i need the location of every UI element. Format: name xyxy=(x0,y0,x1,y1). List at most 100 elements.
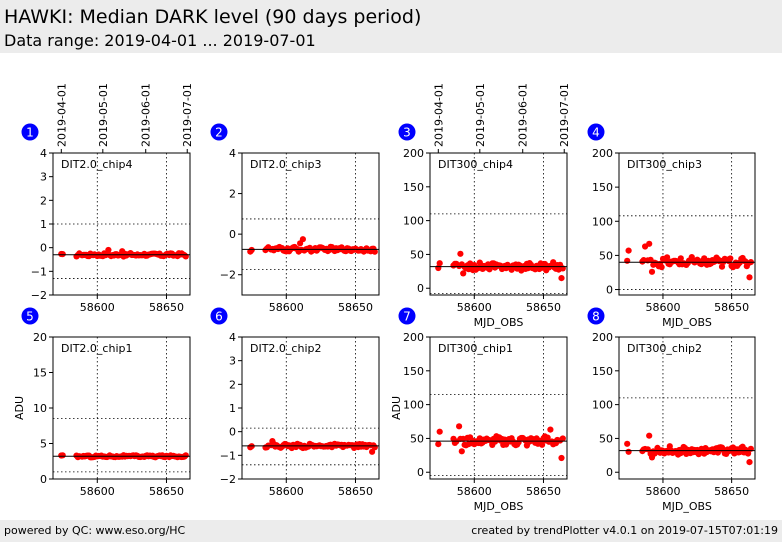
plot-frame xyxy=(429,336,568,480)
data-point xyxy=(435,441,442,448)
y-tick-label: 5 xyxy=(40,438,47,451)
y-tick-label: 150 xyxy=(403,181,424,194)
page-subtitle: Data range: 2019-04-01 ... 2019-07-01 xyxy=(4,31,316,50)
plot-frame xyxy=(618,336,756,480)
x-tick-label: 58650 xyxy=(338,485,373,498)
y-tick-label: 0 xyxy=(229,228,236,241)
data-point xyxy=(547,426,554,433)
date-tick-label: 2019-05-01 xyxy=(474,83,487,147)
y-tick-label: 200 xyxy=(403,331,424,344)
x-tick-label: 58650 xyxy=(526,301,561,314)
y-tick-label: 150 xyxy=(403,365,424,378)
y-tick-label: 100 xyxy=(592,215,613,228)
data-point xyxy=(718,263,726,270)
y-tick-label: −1 xyxy=(220,449,236,462)
y-tick-label: 50 xyxy=(599,249,613,262)
page-title: HAWKI: Median DARK level (90 days period… xyxy=(4,6,422,28)
y-tick-label: 20 xyxy=(33,331,47,344)
chart-panel-3: 0 50 100 150 200 58600 58650 2019-04-01 2019-05-… xyxy=(398,83,571,329)
x-tick-label: 58600 xyxy=(645,485,680,498)
y-tick-label: 100 xyxy=(403,215,424,228)
x-tick-label: 58600 xyxy=(457,301,492,314)
x-axis-title: MJD_OBS xyxy=(474,316,524,329)
panel-number-badge xyxy=(587,123,605,141)
data-point xyxy=(746,459,753,466)
y-tick-label: 0 xyxy=(606,284,613,297)
x-tick-label: 58650 xyxy=(149,301,184,314)
data-point xyxy=(658,264,665,271)
y-tick-label: 0 xyxy=(417,282,424,295)
data-point xyxy=(559,435,566,442)
data-point xyxy=(646,240,653,247)
x-tick-label: 58600 xyxy=(645,301,680,314)
y-tick-label: 4 xyxy=(229,147,236,160)
x-tick-label: 58600 xyxy=(80,485,115,498)
x-axis-title: MJD_OBS xyxy=(474,500,524,513)
y-tick-label: 50 xyxy=(410,432,424,445)
data-point xyxy=(371,444,378,451)
header-bar: HAWKI: Median DARK level (90 days period… xyxy=(0,0,782,53)
data-point xyxy=(371,248,378,255)
plot-frame xyxy=(429,152,568,296)
y-tick-label: 0 xyxy=(606,466,613,479)
y-tick-label: 100 xyxy=(592,399,613,412)
y-tick-label: 0 xyxy=(40,242,47,255)
data-point xyxy=(105,246,112,254)
data-point xyxy=(625,448,632,455)
y-tick-label: 0 xyxy=(40,473,47,486)
footer-created: created by trendPlotter v4.0.1 on 2019-0… xyxy=(471,524,778,537)
x-axis-title: MJD_OBS xyxy=(662,500,712,513)
data-point xyxy=(539,441,546,448)
date-tick-label: 2019-07-01 xyxy=(558,83,571,147)
panel-number-badge xyxy=(21,307,39,325)
y-tick-label: 4 xyxy=(229,331,236,344)
chart-panel-5: 0 5 10 15 20 58600 58650 DIT2.0_chip1 ADU 5 xyxy=(13,307,191,498)
chart-panel-1: −2 −1 0 1 2 3 4 58600 58650 2019-04-01 2019-05-01 2… xyxy=(21,83,194,314)
x-tick-label: 58600 xyxy=(269,485,304,498)
panel-label: DIT300_chip1 xyxy=(438,342,513,355)
data-point xyxy=(745,450,752,457)
panel-number-badge xyxy=(210,307,228,325)
panel-number: 4 xyxy=(592,126,600,140)
date-tick-label: 2019-04-01 xyxy=(432,83,445,147)
x-tick-label: 58650 xyxy=(714,301,749,314)
panel-number: 3 xyxy=(403,126,411,140)
data-point xyxy=(436,260,443,267)
chart-panel-8: 0 50 100 150 200 58600 58650 DIT300_chip2 MJD_OB… xyxy=(587,307,756,513)
data-point xyxy=(646,432,653,439)
x-tick-label: 58650 xyxy=(714,485,749,498)
data-point xyxy=(558,275,565,282)
y-tick-label: −2 xyxy=(31,289,47,302)
data-point xyxy=(625,247,632,254)
panel-number-badge xyxy=(398,307,416,325)
footer-bar: powered by QC: www.eso.org/HC created by… xyxy=(0,520,782,542)
y-tick-label: 0 xyxy=(229,426,236,439)
panel-label: DIT2.0_chip2 xyxy=(250,342,321,355)
data-point xyxy=(457,250,464,257)
data-point xyxy=(59,251,66,258)
y-tick-label: 3 xyxy=(40,171,47,184)
y-tick-label: 200 xyxy=(592,331,613,344)
panel-number: 7 xyxy=(403,310,411,324)
x-tick-label: 58600 xyxy=(80,301,115,314)
y-tick-label: 10 xyxy=(33,402,47,415)
y-tick-label: 2 xyxy=(229,188,236,201)
x-tick-label: 58650 xyxy=(526,485,561,498)
panel-number-badge xyxy=(398,123,416,141)
plot-frame xyxy=(241,152,380,296)
panel-label: DIT300_chip2 xyxy=(627,342,702,355)
panel-number-badge xyxy=(587,307,605,325)
y-tick-label: 2 xyxy=(229,378,236,391)
panel-label: DIT300_chip3 xyxy=(627,158,702,171)
data-point xyxy=(558,454,565,462)
chart-panel-6: −2 −1 0 1 2 3 4 58600 58650 DIT2.0_chip2 6 xyxy=(210,307,380,498)
data-point xyxy=(624,440,631,447)
panel-number-badge xyxy=(210,123,228,141)
y-tick-label: −2 xyxy=(220,269,236,282)
y-tick-label: 50 xyxy=(599,432,613,445)
chart-panel-4: 0 50 100 150 200 58600 58650 DIT300_chip3 MJD_OB… xyxy=(587,123,756,329)
plot-frame xyxy=(618,152,756,296)
plot-frame xyxy=(241,336,380,480)
data-point xyxy=(182,253,189,260)
